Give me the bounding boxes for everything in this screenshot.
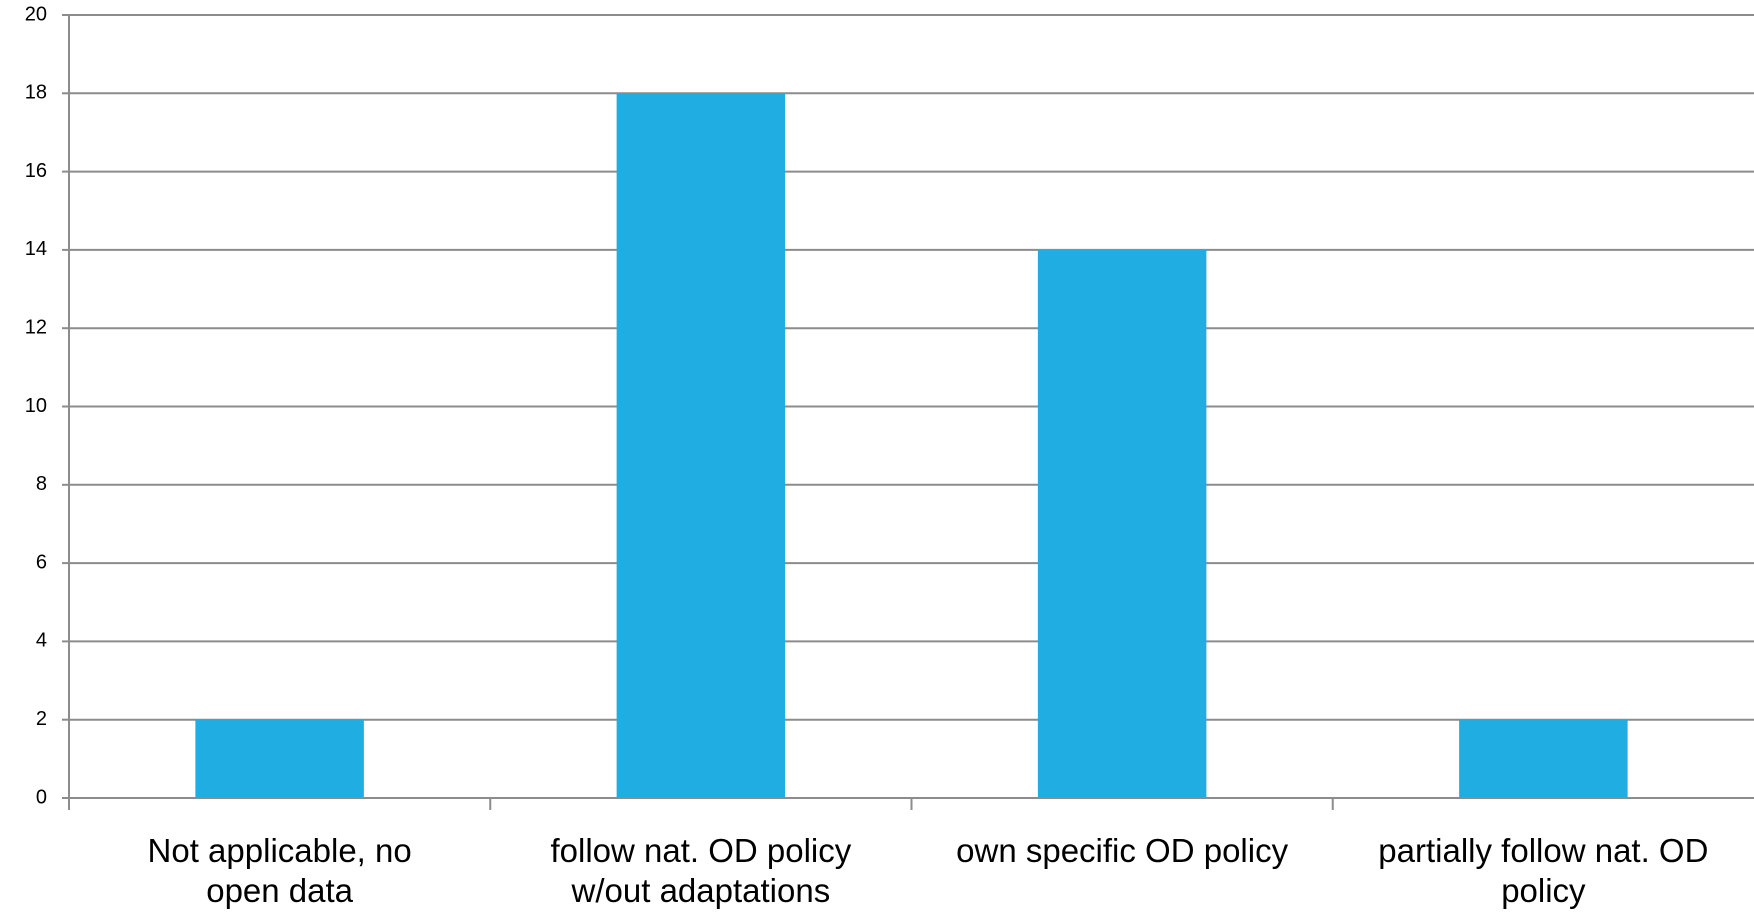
y-tick-label: 18 [25,82,47,104]
bar [195,719,364,798]
y-tick-label: 12 [25,316,47,338]
y-tick-label: 2 [36,708,47,730]
x-tick-labels: Not applicable, no open data follow nat. O… [148,832,1709,909]
y-tick-labels: 0 2 4 6 8 10 12 14 16 18 20 [25,3,47,808]
bar [1459,719,1628,798]
y-tick-label: 10 [25,395,47,417]
bar [616,93,786,799]
y-tick-label: 0 [36,786,47,808]
y-tick-label: 16 [25,160,47,182]
y-tick-label: 6 [36,551,47,573]
x-tick-label-line: own specific OD policy [956,832,1288,869]
x-tick-label: Not applicable, no open data [148,832,412,909]
y-tick-label: 14 [25,238,47,260]
x-tick-label-line: policy [1501,872,1586,909]
y-tick-label: 4 [36,630,47,652]
x-tick-label-line: partially follow nat. OD [1378,832,1708,869]
x-tick-label-line: w/out adaptations [571,872,831,909]
gridlines [69,14,1754,721]
bars [195,93,1628,799]
x-tick-label: own specific OD policy [956,832,1288,869]
x-tick-label: partially follow nat. OD policy [1378,832,1708,909]
x-tick-label: follow nat. OD policy w/out adaptations [550,832,851,909]
x-tick-label-line: Not applicable, no [148,832,412,869]
x-tick-label-line: follow nat. OD policy [550,832,851,869]
bar [1037,249,1207,798]
y-tick-label: 20 [25,3,47,25]
axes [62,14,1754,810]
x-tick-label-line: open data [206,872,353,909]
y-tick-label: 8 [36,473,47,495]
